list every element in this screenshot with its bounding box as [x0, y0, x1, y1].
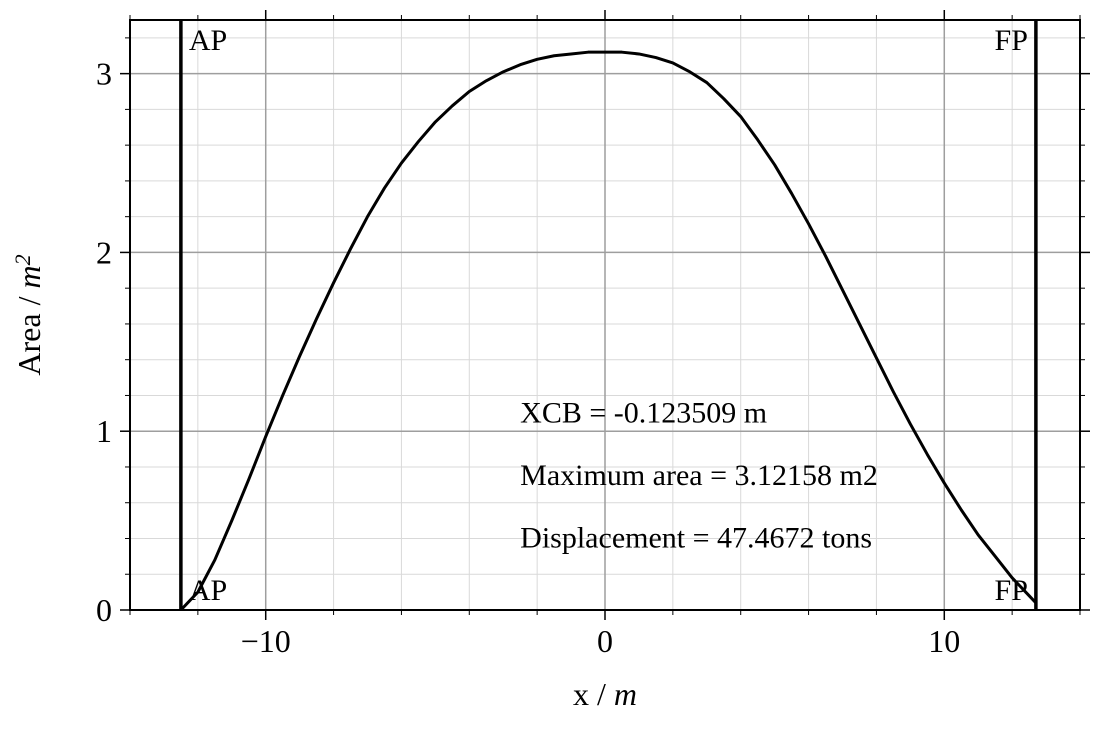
y-tick-label: 0 [96, 592, 112, 628]
annotation-line-2: Displacement = 47.4672 tons [520, 521, 872, 554]
y-tick-label: 3 [96, 56, 112, 92]
annotation-line-1: Maximum area = 3.12158 m2 [520, 459, 878, 492]
fp-label-top: FP [995, 24, 1028, 57]
ap-label-top: AP [189, 24, 227, 57]
x-tick-label: −10 [241, 623, 291, 659]
y-axis-label: Area / m2 [10, 254, 47, 375]
ap-label-bottom: AP [189, 574, 227, 607]
annotation-line-0: XCB = -0.123509 m [520, 396, 767, 429]
x-tick-label: 10 [928, 623, 960, 659]
x-axis-label: x / m [573, 676, 637, 712]
x-tick-label: 0 [597, 623, 613, 659]
y-tick-label: 2 [96, 234, 112, 270]
chart-svg: −100100123APAPFPFPXCB = -0.123509 mMaxim… [0, 0, 1094, 736]
area-curve-chart: −100100123APAPFPFPXCB = -0.123509 mMaxim… [0, 0, 1094, 736]
y-tick-label: 1 [96, 413, 112, 449]
